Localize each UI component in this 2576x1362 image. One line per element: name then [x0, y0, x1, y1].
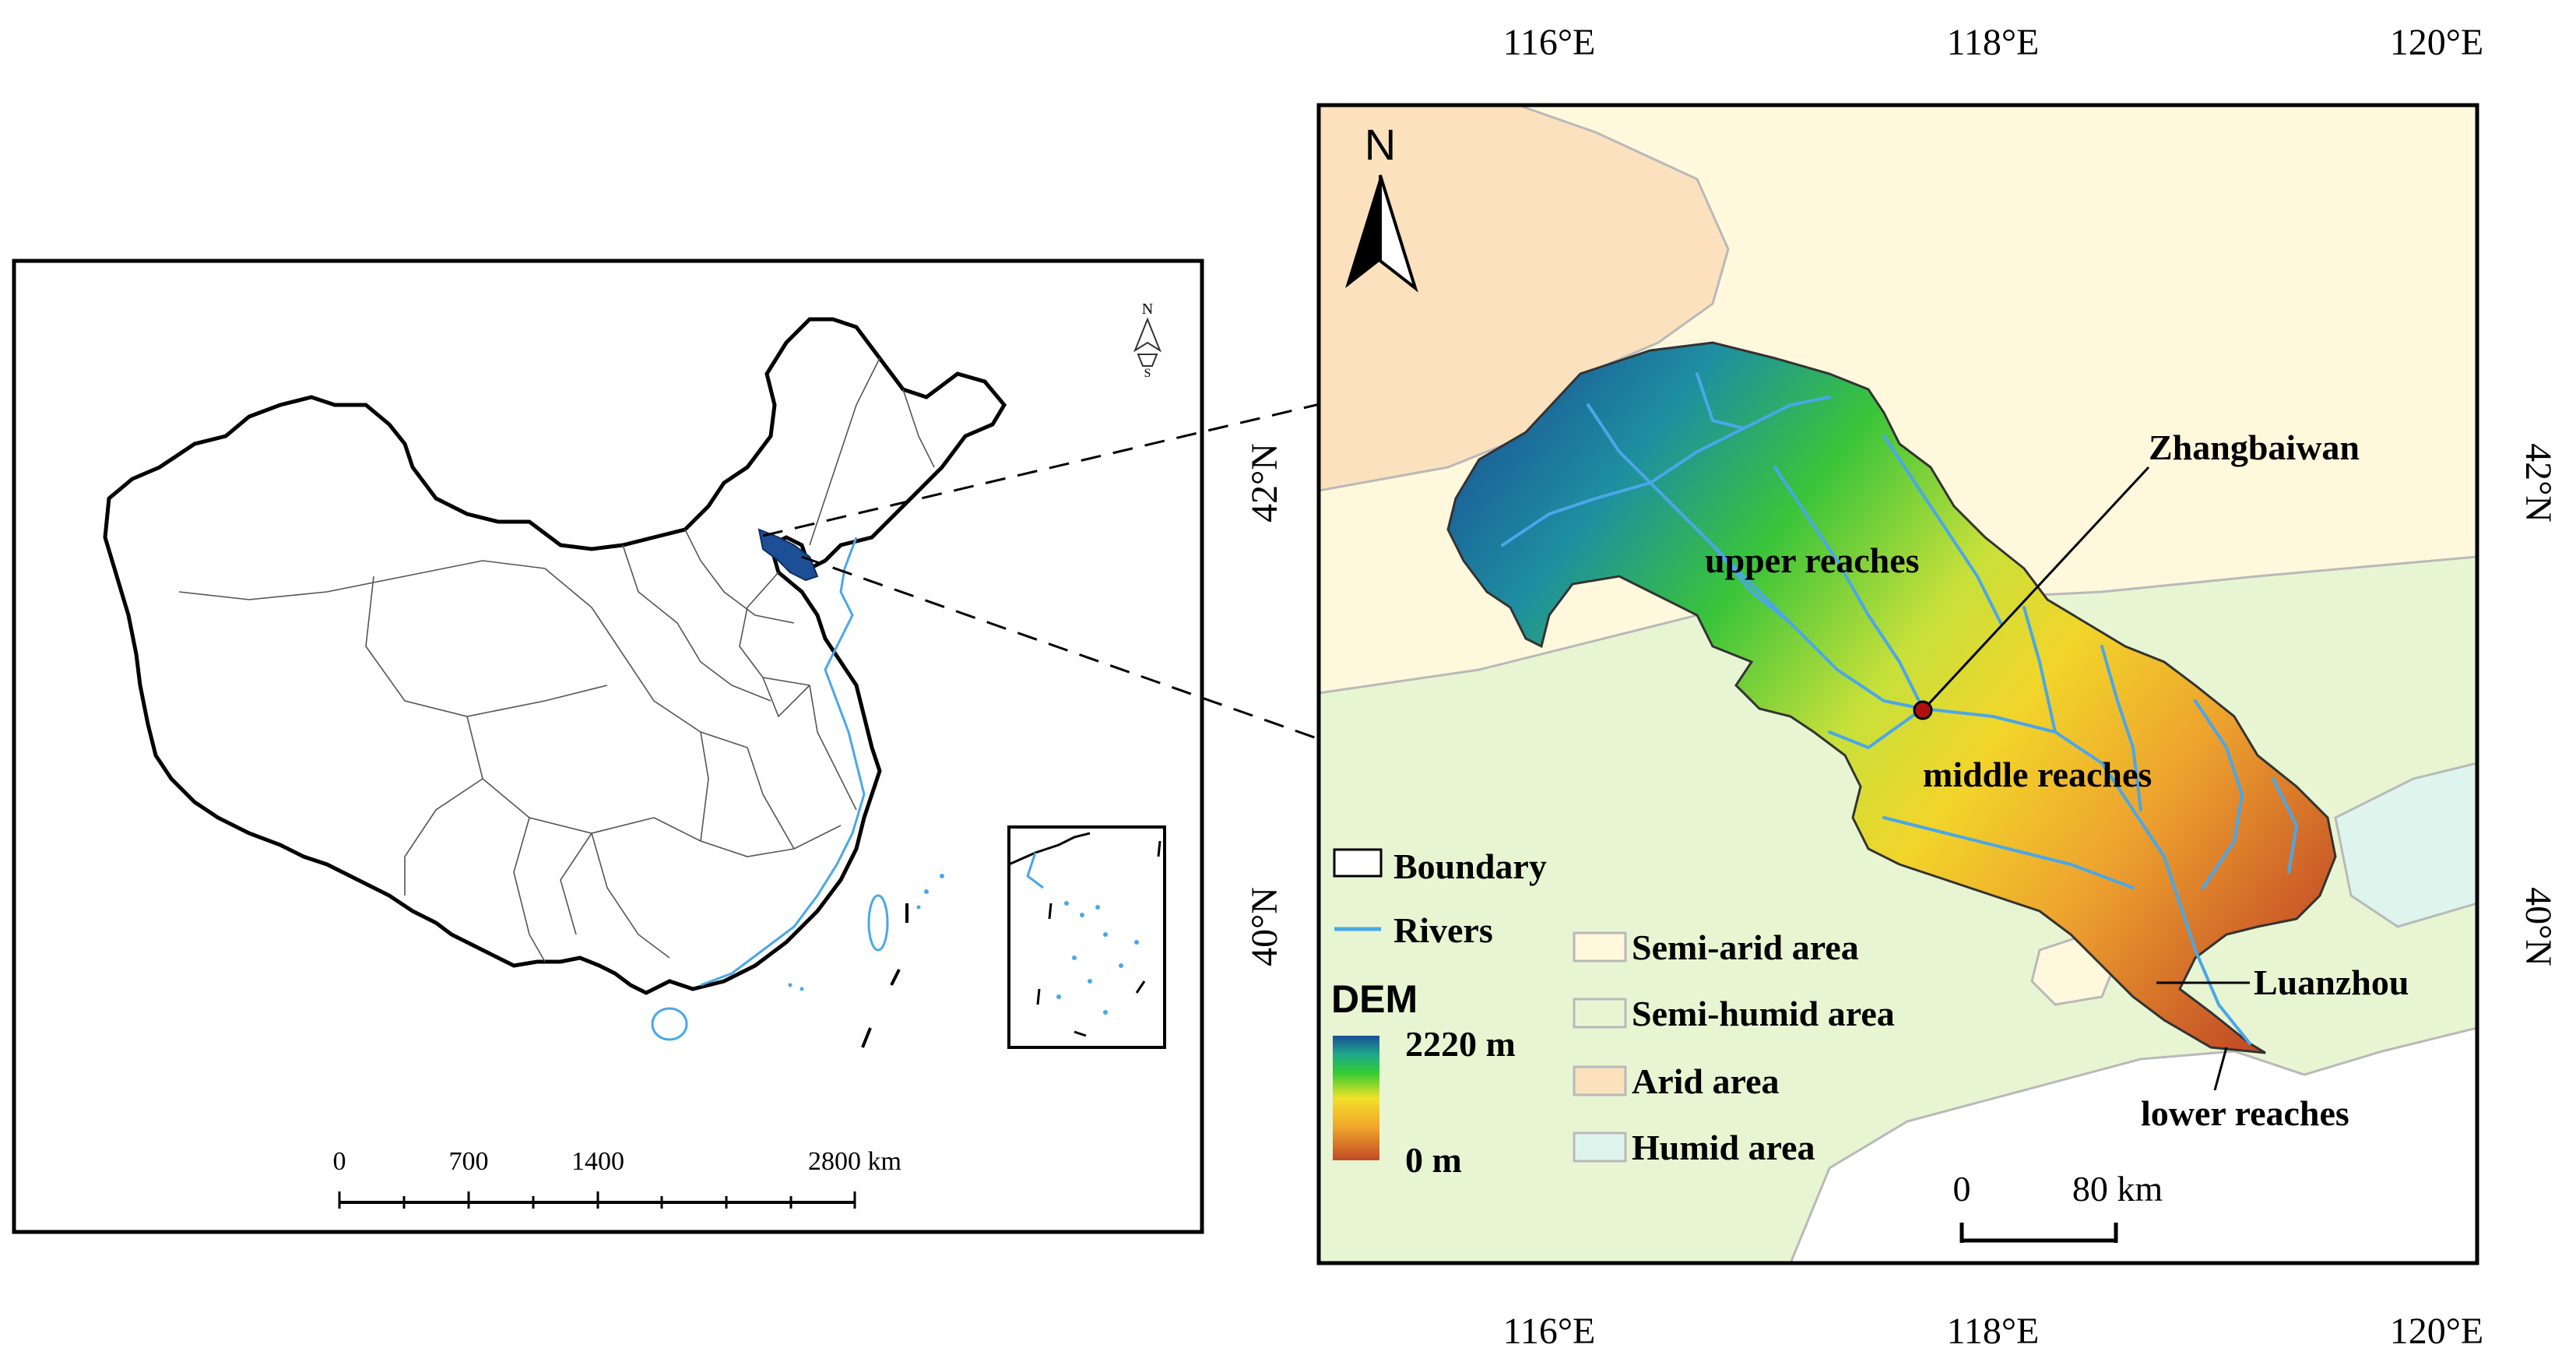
coastline	[651, 537, 889, 1041]
lon-label-bottom: 116°E	[1503, 1311, 1596, 1352]
legend-zone-label: Semi-humid area	[1632, 994, 1895, 1033]
inset-south-china-sea	[1007, 825, 1166, 1049]
legend-zone-label: Semi-arid area	[1632, 927, 1859, 967]
lon-label-top: 120°E	[2390, 22, 2484, 63]
main-map: 116°E 118°E 120°E 116°E 118°E 120°E 42°N…	[1244, 22, 2559, 1352]
svg-text:N: N	[1365, 120, 1396, 169]
svg-text:N: N	[1142, 301, 1153, 318]
lat-label-left: 40°N	[1244, 887, 1285, 966]
middle-reaches-label: middle reaches	[1923, 755, 2152, 794]
lat-label-left: 42°N	[1244, 443, 1285, 523]
lon-label-bottom: 118°E	[1947, 1311, 2040, 1352]
legend: Boundary Rivers DEM 2220 m 0 m Semi-arid…	[1331, 846, 1895, 1180]
overview-scale-bar: 0 700 1400 2800 km	[333, 1147, 901, 1209]
coordinate-labels: 116°E 118°E 120°E 116°E 118°E 120°E 42°N…	[1244, 22, 2559, 1352]
legend-boundary-label: Boundary	[1393, 846, 1547, 886]
lon-label-top: 118°E	[1947, 22, 2040, 63]
legend-rivers-label: Rivers	[1393, 910, 1493, 950]
basin-highlight	[757, 528, 819, 582]
scale-label: 2800 km	[808, 1147, 901, 1176]
sea	[1789, 1026, 2477, 1263]
main-north-arrow-icon: N	[1345, 120, 1418, 293]
scale-label: 80 km	[2072, 1169, 2163, 1209]
svg-text:S: S	[1144, 367, 1151, 380]
rivers	[1501, 372, 2298, 1045]
legend-zone-label: Humid area	[1632, 1128, 1815, 1167]
lat-label-right: 42°N	[2518, 443, 2559, 523]
dash-boundary	[861, 903, 908, 1048]
zhangbaiwan-station-marker	[1913, 700, 1933, 720]
dem-high-label: 2220 m	[1405, 1024, 1516, 1064]
overview-map: N S 0 700 1400 2800 km	[12, 259, 1204, 1234]
lon-label-bottom: 120°E	[2390, 1311, 2484, 1352]
islands	[788, 874, 944, 991]
overview-north-arrow-icon: N S	[1133, 301, 1162, 380]
lower-reaches-label: lower reaches	[2141, 1093, 2349, 1133]
arid-zone	[1319, 105, 1730, 492]
legend-zone-label: Arid area	[1632, 1061, 1780, 1101]
lat-label-right: 40°N	[2518, 887, 2559, 966]
luanzhou-label: Luanzhou	[2254, 963, 2409, 1002]
boundary-swatch	[1333, 848, 1383, 878]
upper-reaches-label: upper reaches	[1705, 540, 1920, 580]
semi-arid-swatch	[1573, 931, 1627, 963]
annotations: Zhangbaiwan upper reaches middle reaches…	[1705, 428, 2409, 1133]
dem-low-label: 0 m	[1405, 1140, 1462, 1180]
scale-label: 0	[333, 1147, 346, 1176]
humid-zone	[2334, 762, 2477, 928]
lon-label-top: 116°E	[1503, 22, 1596, 63]
scale-label: 700	[449, 1147, 489, 1176]
dem-gradient-swatch	[1333, 1036, 1379, 1160]
main-frame	[1316, 103, 2479, 1265]
main-scale-bar: 0 80 km	[1953, 1169, 2163, 1243]
humid-swatch	[1573, 1131, 1627, 1163]
semi-humid-swatch	[1573, 998, 1627, 1029]
province-boundaries	[178, 357, 935, 963]
zhangbaiwan-label: Zhangbaiwan	[2149, 428, 2360, 467]
scale-label: 1400	[571, 1147, 624, 1176]
dem-title: DEM	[1331, 977, 1418, 1021]
arid-swatch	[1573, 1065, 1627, 1096]
scale-label: 0	[1953, 1169, 1971, 1209]
